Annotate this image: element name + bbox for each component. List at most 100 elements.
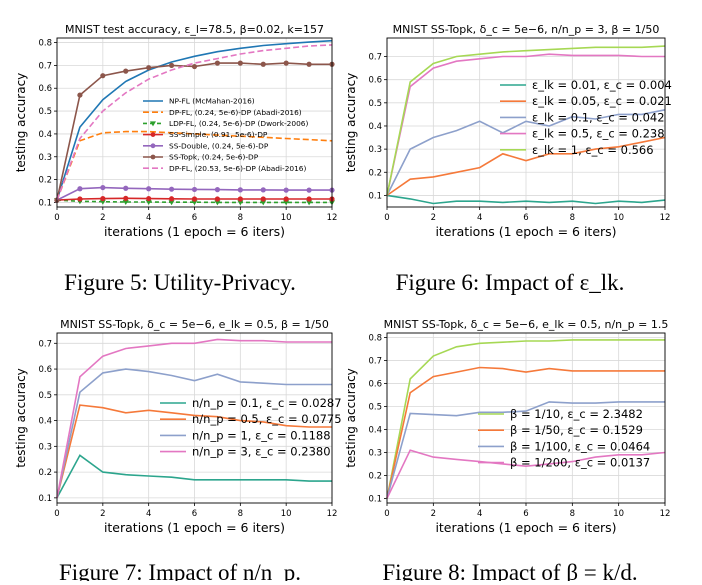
plot-frame (386, 37, 666, 208)
series-point (260, 196, 266, 202)
series-point (168, 186, 175, 192)
x-tick-label: 6 (523, 509, 528, 519)
series-point (237, 196, 243, 202)
legend-label: NP-FL (McMahan-2016) (169, 97, 255, 106)
x-tick-label: 4 (146, 213, 151, 223)
legend-label: β = 1/200, ε_c = 0.0137 (510, 456, 650, 470)
chart-title: MNIST test accuracy, ε_l=78.5, β=0.02, k… (65, 23, 324, 36)
y-tick-label: 0.2 (368, 471, 382, 481)
plot-frame (56, 37, 333, 208)
series-point (146, 195, 152, 202)
legend-label: SS-Double, (0.24, 5e-6)-DP (169, 141, 269, 150)
series-line (386, 136, 666, 197)
y-tick-label: 0.6 (38, 365, 52, 375)
plot-frame (56, 332, 333, 504)
series-point (99, 199, 106, 205)
legend-marker (150, 154, 156, 160)
y-tick-label: 0.7 (368, 357, 382, 367)
x-tick-label: 4 (477, 213, 482, 223)
legend-label: n/n_p = 3, ε_c = 0.2380 (192, 445, 331, 459)
series-point (77, 196, 83, 202)
y-tick-label: 0.3 (368, 145, 382, 155)
legend-label: n/n_p = 0.1, ε_c = 0.0287 (192, 396, 342, 410)
series-point (214, 187, 221, 193)
series-point (123, 185, 129, 191)
y-tick-label: 0.5 (368, 403, 382, 413)
series-point (100, 73, 106, 79)
y-axis-label: testing accuracy (14, 368, 28, 468)
x-tick-label: 2 (100, 509, 105, 519)
y-tick-label: 0.4 (38, 130, 52, 140)
y-tick-label: 0.1 (368, 191, 382, 201)
x-tick-label: 2 (100, 213, 105, 223)
y-axis-label: testing accuracy (344, 73, 358, 173)
y-tick-label: 0.3 (38, 442, 52, 452)
x-tick-label: 10 (613, 509, 624, 519)
series-line (386, 339, 665, 499)
series-point (237, 60, 243, 66)
legend-marker (150, 121, 156, 127)
x-tick-label: 8 (570, 213, 575, 223)
x-tick-label: 6 (192, 213, 197, 223)
series-point (283, 200, 290, 206)
y-tick-label: 0.8 (38, 39, 52, 49)
series-point (306, 196, 312, 202)
x-tick-label: 10 (281, 509, 292, 519)
series-point (191, 196, 198, 202)
series-point (146, 186, 152, 192)
series-line (56, 368, 332, 498)
y-tick-label: 0.2 (38, 468, 52, 478)
y-tick-label: 0.8 (368, 334, 382, 344)
chart-title: MNIST SS-Topk, δ_c = 5e−6, e_lk = 0.5, β… (60, 318, 329, 331)
series-point (283, 60, 289, 66)
y-tick-label: 0.5 (38, 391, 52, 401)
x-axis-label: iterations (1 epoch = 6 iters) (435, 520, 616, 535)
x-tick-label: 6 (523, 213, 528, 223)
series-point (100, 195, 106, 202)
legend-label: ε_lk = 0.1, ε_c = 0.042 (532, 110, 665, 124)
y-axis-label: testing accuracy (344, 368, 358, 468)
series-line (56, 338, 332, 498)
series-point (237, 200, 244, 206)
charts-layer: 0 2 4 6 8 10 12 0.1 0.2 0.3 0.4 0.5 0.6 0.7 0.8 MNIST t… (14, 23, 672, 535)
legend-label: β = 1/50, ε_c = 0.1529 (510, 423, 643, 437)
y-tick-label: 0.4 (368, 425, 382, 435)
x-tick-label: 12 (327, 213, 338, 223)
series-line (386, 45, 666, 196)
x-axis-label: iterations (1 epoch = 6 iters) (104, 520, 285, 535)
legend-label: ε_lk = 1, ε_c = 0.566 (532, 143, 654, 157)
y-tick-label: 0.3 (368, 448, 382, 458)
x-tick-label: 8 (238, 213, 243, 223)
series-point (191, 63, 198, 70)
legend-label: LDP-FL, (0.24, 5e-6)-DP (Dwork-2006) (169, 119, 308, 128)
y-tick-label: 0.7 (368, 53, 382, 63)
figure-8-caption: Figure 8: Impact of β = k/d. (382, 560, 637, 581)
x-tick-label: 0 (384, 213, 389, 223)
series-line (386, 366, 665, 499)
series-point (168, 196, 175, 202)
legend-label: n/n_p = 1, ε_c = 0.1188 (192, 428, 331, 442)
x-tick-label: 6 (192, 509, 197, 519)
legend-label: SS-Simple, (0.91, 5e-6)-DP (169, 130, 268, 139)
x-tick-label: 4 (146, 509, 151, 519)
y-tick-label: 0.6 (368, 76, 382, 86)
series-point (260, 61, 266, 67)
y-tick-label: 0.7 (38, 61, 52, 71)
legend-label: DP-FL, (0.24, 5e-6)-DP (Abadi-2016) (169, 108, 302, 117)
figure-7-caption: Figure 7: Impact of n/n_p. (59, 560, 301, 581)
series-point (306, 61, 312, 67)
legend-label: ε_lk = 0.5, ε_c = 0.238 (532, 127, 665, 141)
series-point (168, 62, 175, 69)
x-tick-label: 2 (431, 509, 436, 519)
series-point (306, 200, 313, 206)
y-tick-label: 0.2 (368, 168, 382, 178)
series-point (283, 187, 289, 193)
series-line (386, 53, 665, 196)
series-point (146, 65, 152, 71)
y-tick-label: 0.6 (38, 84, 52, 94)
x-tick-label: 8 (238, 509, 243, 519)
y-tick-label: 0.1 (38, 198, 52, 208)
legend-label: SS-Topk, (0.24, 5e-6)-DP (169, 153, 259, 162)
